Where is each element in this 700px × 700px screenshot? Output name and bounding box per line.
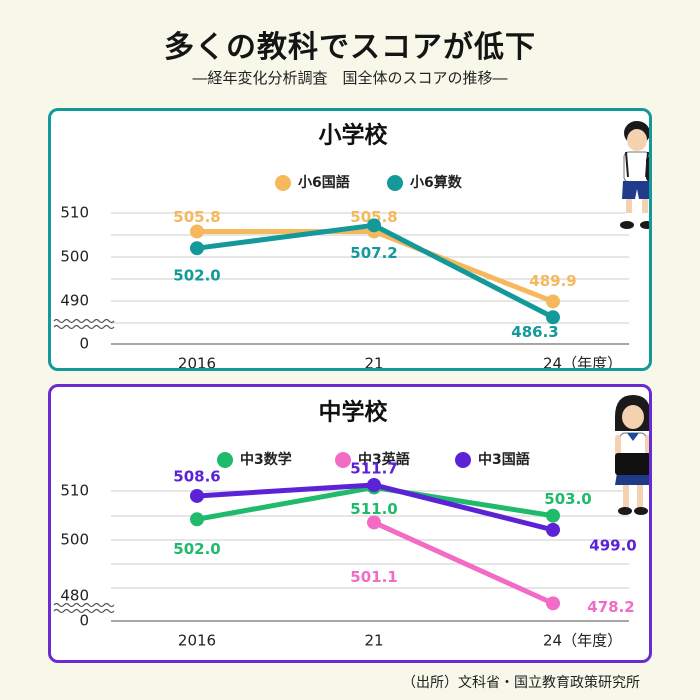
data-label: 511.0 (350, 500, 397, 518)
data-label: 502.0 (173, 267, 220, 285)
y-tick-label: 500 (60, 248, 89, 266)
chart-title: 小学校 (319, 122, 389, 149)
data-label: 486.3 (511, 323, 558, 341)
x-tick-label: 2016 (178, 355, 216, 372)
source-note: （出所）文科省・国立教育政策研究所 (402, 675, 640, 691)
y-tick-label: 510 (60, 204, 89, 222)
legend-label: 小6算数 (410, 174, 463, 191)
page-title: 多くの教科でスコアが低下 (164, 30, 536, 65)
legend-marker (335, 452, 351, 468)
data-label: 499.0 (589, 536, 636, 554)
x-tick-label: 21 (364, 355, 383, 372)
series-line (371, 519, 556, 606)
y-tick-label: 490 (60, 292, 89, 310)
data-point (190, 224, 204, 239)
data-label: 511.7 (350, 459, 397, 477)
data-label: 505.8 (350, 208, 397, 226)
data-point (546, 508, 560, 523)
y-tick-label: 510 (60, 482, 89, 500)
y-tick-label: 500 (60, 531, 89, 549)
legend-label: 中3国語 (478, 451, 530, 468)
data-label: 505.8 (173, 208, 220, 226)
x-tick-label: 24（年度） (543, 355, 622, 372)
x-tick-label: 2016 (178, 632, 216, 650)
elementary-chart-panel: 小学校小6国語 小6算数 510 500 490 0 2016 21 24（年度） 505.8 50… (48, 108, 652, 371)
data-point (546, 522, 560, 537)
axis-break-mark (53, 318, 115, 324)
data-point (190, 512, 204, 527)
legend-label: 中3数学 (240, 451, 292, 468)
data-label: 478.2 (587, 598, 634, 616)
legend-marker (275, 175, 291, 191)
legend-marker (217, 452, 233, 468)
data-point (367, 218, 381, 233)
legend-label: 小6国語 (298, 174, 350, 191)
data-label: 507.2 (350, 244, 397, 262)
data-label: 489.9 (529, 272, 576, 290)
y-tick-label: 480 (60, 587, 89, 605)
y-tick-label: 0 (79, 612, 89, 630)
legend-label: 中3英語 (358, 451, 410, 468)
data-point (367, 477, 381, 492)
data-point (190, 488, 204, 503)
x-tick-label: 21 (364, 632, 383, 650)
data-label: 503.0 (544, 490, 591, 508)
data-point (190, 241, 204, 256)
x-tick-label: 24（年度） (543, 632, 622, 650)
data-label: 508.6 (173, 467, 220, 485)
junior-high-chart-panel: 中学校中3数学 中3英語 中3国語 510 500 480 0 2016 21 24（年度） 502… (48, 384, 652, 663)
legend-marker (387, 175, 403, 191)
legend-marker (455, 452, 471, 468)
y-tick-label: 0 (79, 335, 89, 353)
data-label: 502.0 (173, 540, 220, 558)
junior-high-student-illustration (615, 395, 649, 515)
data-point (546, 596, 560, 611)
data-point (367, 515, 381, 530)
data-point (546, 294, 560, 309)
data-point (546, 310, 560, 325)
axis-break-mark (53, 608, 115, 614)
chart-title: 中学校 (319, 399, 389, 426)
elementary-student-illustration (620, 121, 649, 229)
series-line (194, 222, 556, 320)
axis-break-mark (53, 602, 115, 608)
axis-break-mark (53, 324, 115, 330)
page-subtitle: ―経年変化分析調査 国全体のスコアの推移― (192, 69, 508, 87)
data-label: 501.1 (350, 568, 397, 586)
